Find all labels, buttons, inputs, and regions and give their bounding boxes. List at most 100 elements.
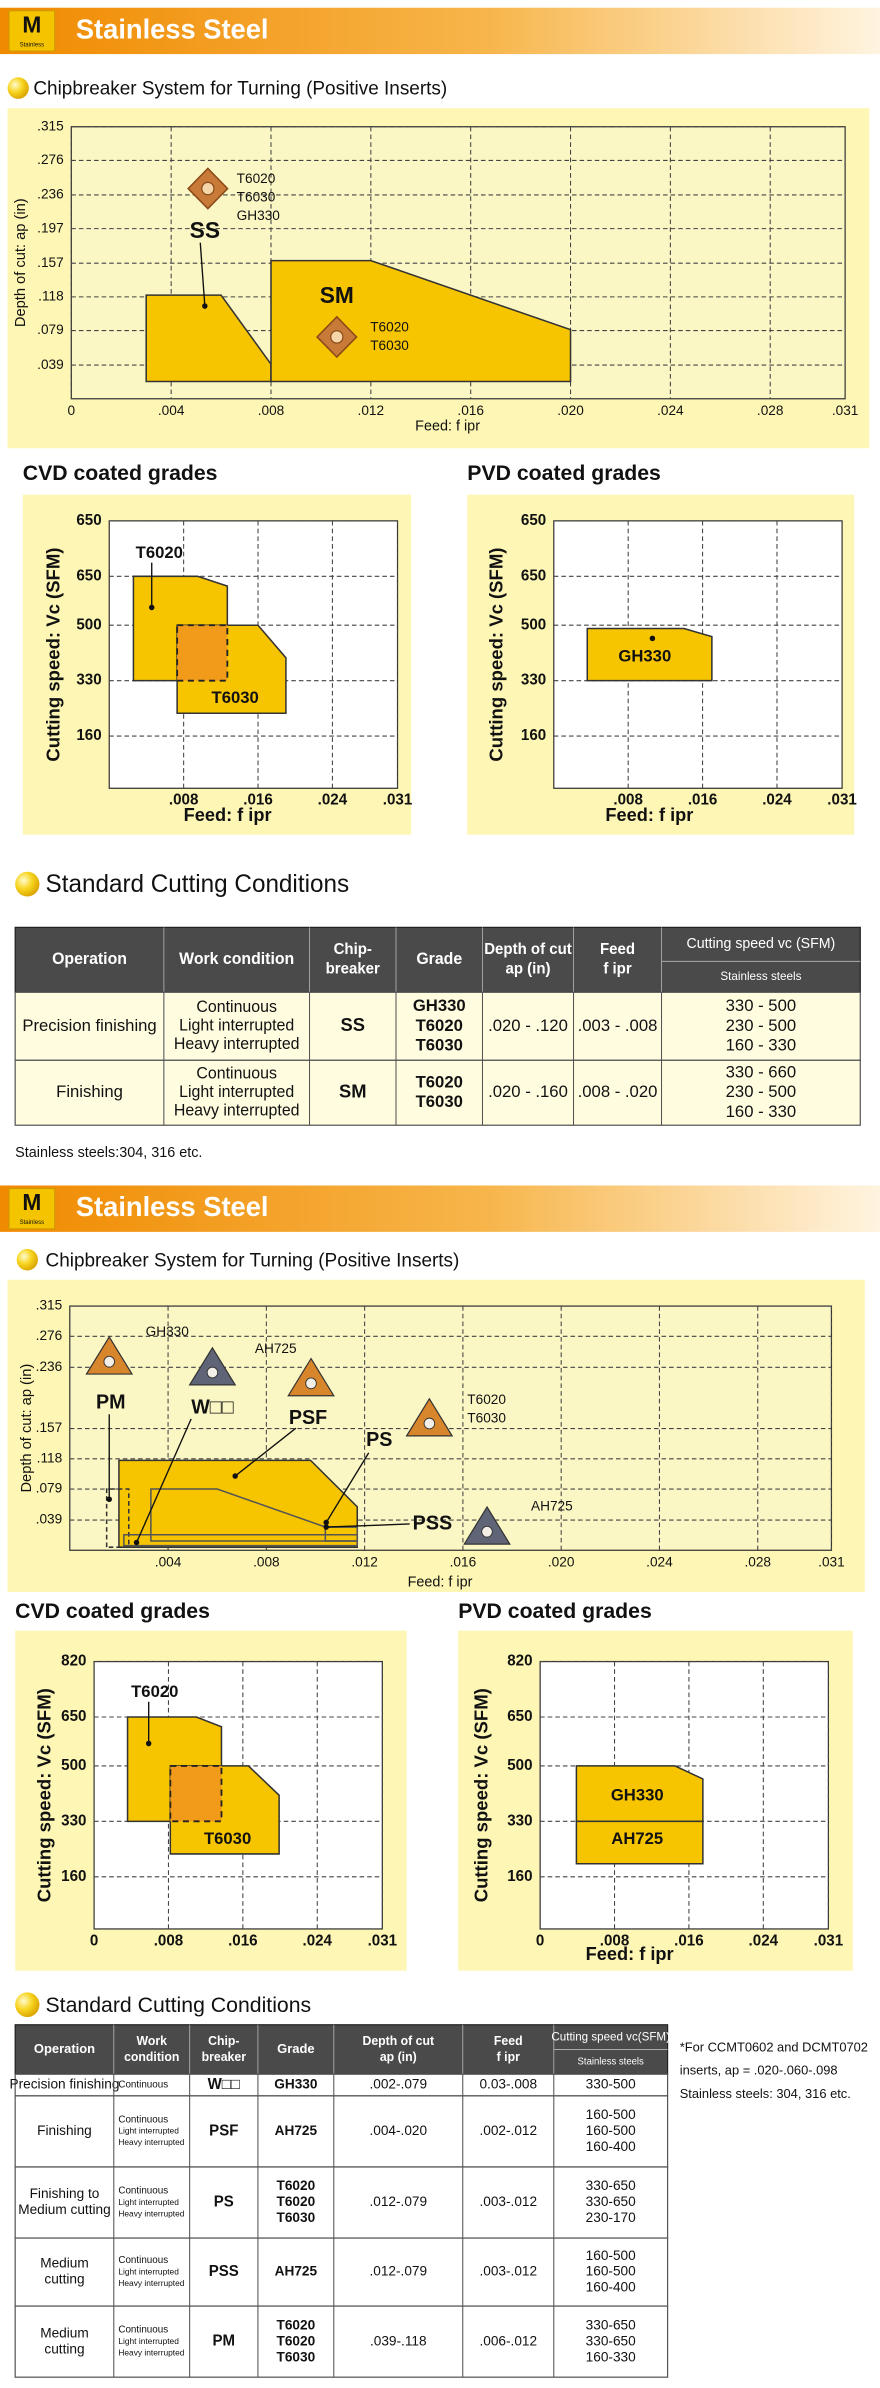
section-heading: PVD coated grades	[458, 1599, 652, 1623]
grades-cell: T6030	[416, 1092, 463, 1111]
region-label: GH330	[611, 1785, 664, 1804]
region	[118, 1459, 359, 1548]
operation-cell: Medium	[40, 2325, 89, 2340]
grade-label: GH330	[146, 1324, 190, 1339]
grade-label: T6030	[467, 1410, 506, 1425]
pointer	[326, 1523, 410, 1528]
header-cell: Operation	[34, 2041, 95, 2056]
y-tick-label: 330	[521, 672, 546, 689]
insert-hole	[481, 1525, 493, 1538]
depth-cell: .020 - .120	[488, 1016, 568, 1035]
speed-cell: 160-500	[586, 2248, 636, 2263]
speed-cell: 160-400	[586, 2139, 636, 2154]
x-tick-label: .031	[368, 1932, 398, 1949]
grades-cell: T6020	[416, 1016, 463, 1035]
pointer-dot	[133, 1539, 140, 1546]
x-tick-label: .016	[243, 792, 273, 809]
region	[270, 259, 572, 383]
badge	[8, 1188, 56, 1230]
x-tick-label: .004	[158, 403, 185, 418]
x-tick-label: .016	[688, 792, 718, 809]
note: inserts, ap = .020-.060-.098	[680, 2063, 838, 2078]
grade-label: T6020	[467, 1392, 506, 1407]
operation-cell: Precision finishing	[10, 2077, 120, 2092]
region-label: AH725	[611, 1829, 663, 1848]
x-tick-label: 0	[536, 1932, 544, 1949]
x-tick-label: .031	[832, 403, 859, 418]
feed-cell: .008 - .020	[578, 1082, 658, 1101]
table-row	[14, 2166, 669, 2239]
work_condition-cell: Heavy interrupted	[118, 2137, 184, 2147]
y-tick-label: 650	[507, 1708, 532, 1725]
grade-label: GH330	[237, 208, 281, 223]
header-cell: Grade	[277, 2041, 314, 2056]
work_condition-cell: Light interrupted	[118, 2336, 179, 2346]
header-cell: Operation	[52, 951, 127, 968]
x-tick-label: .031	[827, 792, 857, 809]
grades-cell: GH330	[413, 996, 466, 1015]
bullet	[7, 77, 29, 99]
region	[586, 627, 713, 682]
speed-cell: 330-500	[586, 2077, 636, 2092]
chipbreaker-cell: PS	[214, 2193, 234, 2210]
header-cell: f ipr	[603, 961, 631, 978]
region-label: PS	[366, 1429, 392, 1451]
x-tick-label: .008	[613, 792, 643, 809]
section-heading: PVD coated grades	[467, 461, 661, 485]
region-label: PM	[96, 1392, 126, 1414]
region-label: T6020	[136, 543, 183, 562]
y-tick-label: .236	[37, 187, 64, 202]
y-tick-label: 650	[521, 567, 546, 584]
insert-icon	[287, 1357, 335, 1397]
pointer-dot	[145, 1740, 152, 1747]
y-tick-label: 500	[521, 616, 546, 633]
x-tick-label: .024	[302, 1932, 332, 1949]
y-tick-label: 650	[61, 1708, 86, 1725]
y-tick-label: .276	[37, 152, 64, 167]
x-tick-label: 0	[90, 1932, 98, 1949]
work_condition-cell: Light interrupted	[179, 1083, 294, 1101]
grades-cell: T6030	[277, 2210, 316, 2225]
feed-cell: .003-.012	[479, 2194, 537, 2209]
x-axis-label: Feed: f ipr	[605, 804, 693, 825]
grade-label: T6030	[237, 189, 276, 204]
bullet	[16, 1248, 38, 1271]
y-tick-label: .276	[36, 1328, 63, 1343]
y-tick-label: 160	[521, 727, 546, 744]
y-tick-label: 820	[61, 1653, 86, 1670]
grades-cell: T6020	[277, 2194, 316, 2209]
pointer-dot	[323, 1519, 329, 1526]
x-tick-label: .012	[351, 1554, 378, 1569]
feed-cell: .003 - .008	[578, 1016, 658, 1035]
work_condition-cell: Heavy interrupted	[174, 1035, 300, 1053]
y-tick-label: 650	[76, 567, 101, 584]
header-cell: ap (in)	[380, 2050, 417, 2064]
header-cell: Feed	[600, 941, 635, 958]
pointer-dot	[232, 1473, 238, 1479]
section-header-bar	[0, 1185, 880, 1232]
y-tick-label: 820	[507, 1653, 532, 1670]
insert-hole	[206, 1366, 219, 1379]
work_condition-cell: Light interrupted	[118, 2126, 179, 2136]
y-tick-label: 160	[76, 727, 101, 744]
x-tick-label: .008	[258, 403, 285, 418]
speed-cell: 330 - 500	[726, 996, 796, 1015]
speed-cell: 330-650	[586, 2333, 636, 2348]
header-cell: Stainless steels	[720, 970, 801, 983]
chipbreaker-cell: W□□	[208, 2076, 240, 2093]
x-tick-label: .024	[749, 1932, 779, 1949]
grades-cell: AH725	[275, 2264, 318, 2279]
x-tick-label: .008	[154, 1932, 184, 1949]
x-tick-label: .024	[657, 403, 684, 418]
x-tick-label: .028	[757, 403, 784, 418]
depth-cell: .020 - .160	[488, 1082, 568, 1101]
y-tick-label: 650	[521, 512, 546, 529]
header-cell: Feed	[494, 2034, 523, 2048]
chipbreaker-cell: PSS	[209, 2263, 239, 2280]
work_condition-cell: Light interrupted	[118, 2197, 179, 2207]
insert-icon	[463, 1505, 511, 1545]
region	[145, 294, 272, 383]
insert-hole	[201, 181, 215, 196]
work_condition-cell: Heavy interrupted	[118, 2278, 184, 2288]
y-tick-label: 500	[507, 1757, 532, 1774]
